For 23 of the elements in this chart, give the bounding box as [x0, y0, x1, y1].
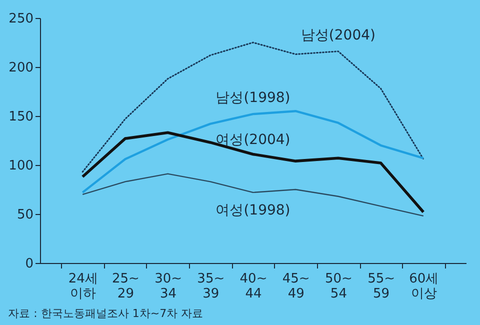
x-tick-label: 40~ 44 — [240, 272, 268, 302]
series-label: 남성(2004) — [300, 27, 376, 44]
y-tick-label: 50 — [16, 208, 34, 222]
x-tick-label: 24세 이하 — [68, 272, 98, 302]
series-label: 여성(1998) — [216, 202, 290, 218]
text: 자료 : 한국노동패널조사 1차~7차 자료 — [8, 307, 204, 320]
line-series — [82, 110, 424, 194]
line-series — [82, 173, 424, 217]
y-tick-label: 0 — [25, 256, 34, 272]
x-tick-label: 25~ 29 — [112, 272, 140, 302]
series-label: 남성(1998) — [216, 90, 290, 106]
x-tick-label: 60세 이상 — [409, 272, 439, 302]
x-tick-label: 35~ 39 — [197, 272, 225, 302]
y-tick-label: 200 — [8, 60, 34, 76]
y-tick-label: 100 — [8, 158, 34, 174]
x-tick-label: 30~ 34 — [154, 272, 182, 302]
y-tick-label: 250 — [8, 12, 34, 26]
x-tick-label: 55~ 59 — [368, 272, 396, 302]
x-tick-label: 50~ 54 — [324, 272, 352, 302]
x-tick-label: 45~ 49 — [282, 272, 310, 302]
y-tick-label: 150 — [8, 110, 34, 124]
series-label: 여성(2004) — [216, 132, 290, 148]
line-series — [82, 42, 424, 173]
